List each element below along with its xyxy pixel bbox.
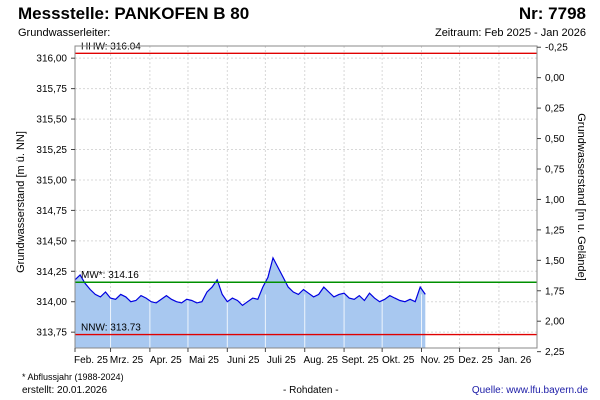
y2-tick-label: 1,25	[545, 225, 565, 236]
x-tick-label: Mai 25	[189, 355, 219, 366]
source-link[interactable]: Quelle: www.lfu.bayern.de	[471, 385, 588, 396]
y2-tick-label: 2,25	[545, 347, 565, 358]
time-range: Zeitraum: Feb 2025 - Jan 2026	[434, 27, 586, 39]
y-axis-label-right: Grundwasserstand [m u. Gelände]	[575, 113, 587, 281]
y2-tick-label: 2,00	[545, 317, 565, 328]
y2-tick-label: 0,50	[545, 134, 565, 145]
y2-tick-label: -0,25	[545, 43, 568, 54]
y-tick-label: 316,00	[36, 54, 67, 65]
reference-label-hhw: HHW: 316.04	[81, 41, 141, 52]
y2-tick-label: 1,50	[545, 256, 565, 267]
plot-frame	[74, 45, 538, 349]
x-tick-label: Aug. 25	[303, 355, 338, 366]
footnote: * Abflussjahr (1988-2024)	[22, 372, 124, 382]
series-line	[74, 256, 426, 307]
reference-label-nnw: NNW: 313.73	[81, 323, 141, 334]
x-axis: Feb. 25 Mrz. 25 Apr. 25 Mai 25 Juni 25 Juli 2…	[74, 348, 532, 366]
series-area	[75, 257, 426, 348]
y2-tick-label: 1,75	[545, 286, 565, 297]
x-tick-label: Dez. 25	[458, 355, 493, 366]
series-layer	[74, 256, 426, 348]
y-tick-label: 313,75	[36, 328, 67, 339]
reference-label-mw: MW*: 314.16	[81, 270, 139, 281]
y-tick-label: 314,25	[36, 267, 67, 278]
x-tick-label: Sept. 25	[341, 355, 379, 366]
y-axis-left: 313,75 314,00 314,25 314,50 314,75 315,00 315,…	[36, 54, 75, 339]
station-title: Messstelle: PANKOFEN B 80	[18, 4, 250, 23]
x-tick-label: Jan. 26	[499, 355, 532, 366]
grid-lines	[74, 46, 537, 348]
aquifer-label: Grundwasserleiter:	[18, 27, 111, 39]
y2-tick-label: 0,75	[545, 164, 565, 175]
y-tick-label: 315,50	[36, 115, 67, 126]
raw-data-note: - Rohdaten -	[283, 385, 339, 396]
x-tick-label: Apr. 25	[150, 355, 182, 366]
x-tick-label: Juli 25	[267, 355, 296, 366]
y2-tick-label: 1,00	[545, 195, 565, 206]
y-tick-label: 315,25	[36, 145, 67, 156]
y-axis-label: Grundwasserstand [m ü. NN]	[15, 131, 27, 273]
y-tick-label: 314,75	[36, 206, 67, 217]
y-tick-label: 314,00	[36, 297, 67, 308]
x-tick-label: Nov. 25	[421, 355, 455, 366]
reference-lines: HHW: 316.04 MW*: 314.16 NNW: 313.73	[75, 41, 537, 336]
y-tick-label: 315,00	[36, 175, 67, 186]
x-tick-label: Juni 25	[227, 355, 260, 366]
created-date: erstellt: 20.01.2026	[22, 385, 108, 396]
x-tick-label: Mrz. 25	[110, 355, 144, 366]
y-tick-label: 315,75	[36, 84, 67, 95]
x-tick-label: Okt. 25	[382, 355, 415, 366]
y-tick-label: 314,50	[36, 236, 67, 247]
y2-tick-label: 0,25	[545, 104, 565, 115]
x-tick-label: Feb. 25	[74, 355, 108, 366]
y2-tick-label: 0,00	[545, 73, 565, 84]
station-number: Nr: 7798	[518, 4, 586, 23]
y-axis-right: -0,25 0,00 0,25 0,50 0,75 1,00 1,25 1,50 1,75 2,0…	[537, 43, 568, 358]
